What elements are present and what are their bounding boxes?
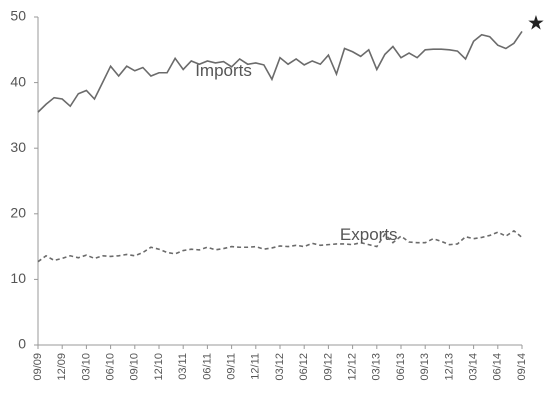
x-tick-label: 12/11 [250,353,262,380]
x-tick-label: 12/10 [153,353,165,381]
x-tick-label: 09/13 [419,353,431,381]
series-label: Exports [340,225,398,244]
line-series [37,229,523,263]
x-tick-label: 06/13 [395,353,407,381]
x-tick-label: 12/09 [56,353,68,381]
y-tick-label: 50 [10,8,26,24]
x-tick-label: 06/14 [492,353,504,381]
x-tick-label: 09/11 [226,353,238,380]
x-tick-label: 06/12 [298,353,310,381]
x-tick-label: 06/10 [105,353,117,381]
x-tick-label: 03/10 [80,353,92,381]
series-label: Imports [195,61,252,80]
x-tick-label: 03/14 [468,353,480,381]
x-tick-label: 09/12 [322,353,334,381]
y-tick-label: 0 [18,336,26,352]
y-tick-label: 40 [10,73,26,89]
y-tick-label: 20 [10,205,26,221]
y-tick-label: 30 [10,139,26,155]
line-series [37,30,523,113]
x-tick-label: 03/13 [371,353,383,381]
x-tick-label: 09/10 [129,353,141,381]
x-tick-label: 03/11 [177,353,189,380]
y-tick-label: 10 [10,270,26,286]
x-tick-label: 12/13 [443,353,455,381]
x-tick-label: 12/12 [347,353,359,381]
x-tick-label: 06/11 [201,353,213,380]
annotation: ★ [527,12,545,34]
x-tick-label: 09/09 [32,353,44,381]
x-tick-label: 03/12 [274,353,286,381]
x-tick-label: 09/14 [516,353,528,381]
